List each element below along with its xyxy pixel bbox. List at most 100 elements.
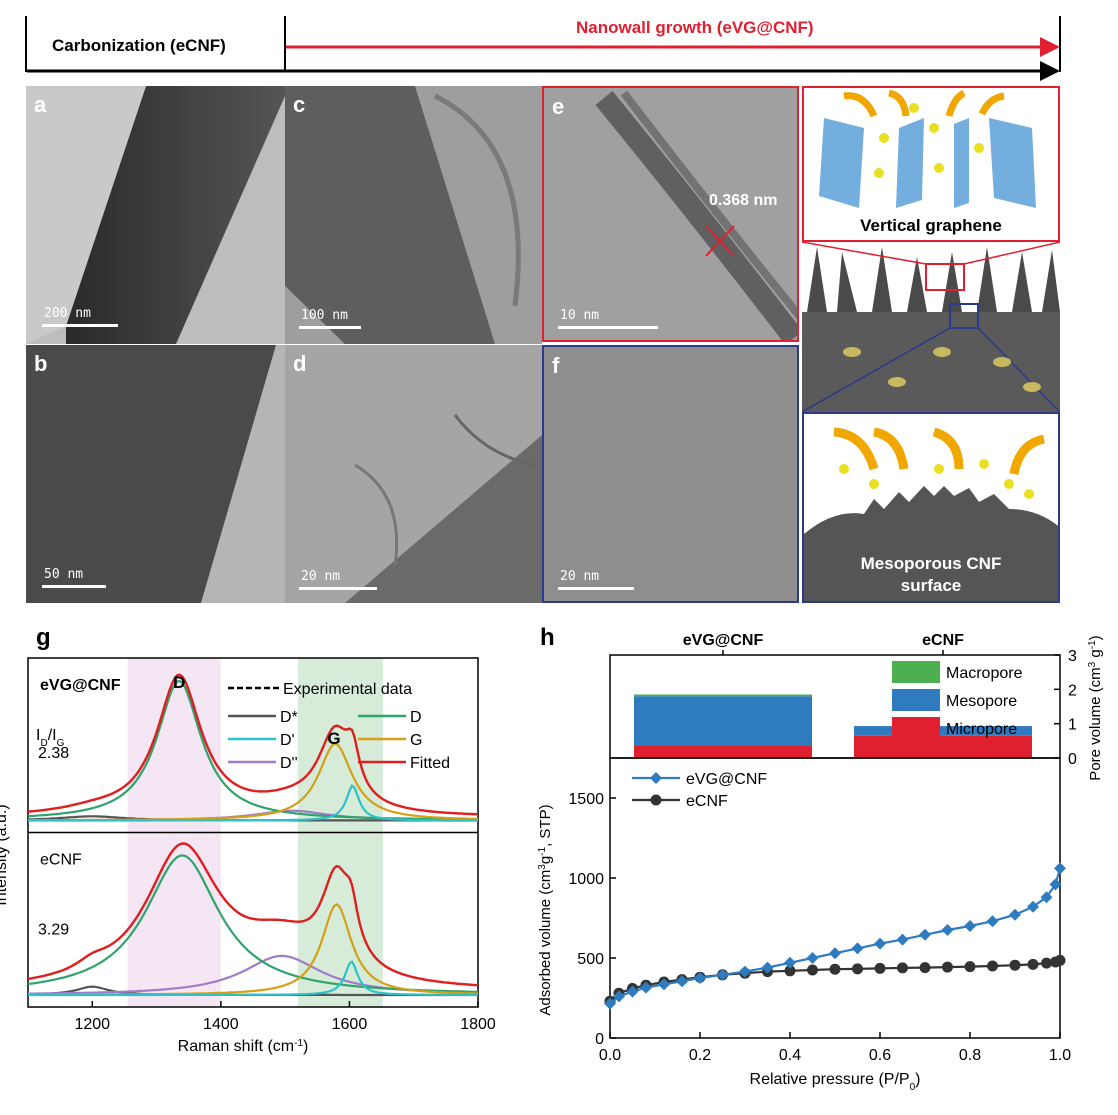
legend-label-D: D: [410, 709, 422, 726]
isotherm-ytick-label-500: 500: [577, 951, 604, 968]
isotherm-line-eVG@CNF: [609, 868, 1062, 1005]
isotherm-ylabel: Adsorbed volume (cm3g-1, STP): [537, 804, 555, 1015]
header-arrows: [25, 16, 1061, 81]
raman-ratio-value-0: 2.38: [38, 745, 69, 762]
bar-legend-label-Mesopore: Mesopore: [946, 693, 1017, 710]
legend-label-D'': D'': [280, 755, 298, 772]
isotherm-ytick-label-1000: 1000: [568, 871, 604, 888]
bar-eVG@CNF-Macropore: [634, 694, 812, 697]
bar-legend-swatch-Micropore: [892, 717, 940, 739]
isotherm-point-eVG@CNF-15: [896, 933, 909, 946]
isotherm-point-eVG@CNF-14: [874, 937, 886, 950]
timeline-arrowhead: [1040, 61, 1060, 81]
tem-panel-e: e 0.368 nm 10 nm: [542, 86, 799, 342]
bar-legend-swatch-Mesopore: [892, 689, 940, 711]
raman-peak-eVG@CNF-D': [28, 784, 478, 822]
legend-label-experimental: Experimental data: [283, 681, 412, 698]
raman-peak-label-D: D: [173, 673, 185, 692]
isotherm-point-eVG@CNF-3: [640, 981, 652, 994]
bar-legend-label-Macropore: Macropore: [946, 665, 1023, 682]
isotherm-point-eVG@CNF-22: [1040, 891, 1053, 904]
pore-isotherm-chart: eVG@CNF eCNF 0 1 2 3 Pore volume (cm3 g-1) Macr…: [537, 632, 1105, 1093]
isotherm-point-eCNF-10: [784, 965, 796, 977]
isotherm-point-eVG@CNF-20: [1009, 908, 1021, 921]
tem-panel-b: b 50 nm: [26, 345, 285, 603]
tem-panel-d: d 20 nm: [285, 345, 542, 603]
isotherm-point-eVG@CNF-13: [851, 942, 864, 955]
panel-label-h: h: [540, 624, 555, 651]
raman-sample-label-0: eVG@CNF: [40, 677, 121, 694]
nanowall-growth-label: Nanowall growth (eVG@CNF): [576, 18, 814, 37]
scale-bar-b: [42, 585, 106, 588]
scale-bar-a: [42, 324, 118, 327]
isotherm-point-eCNF-16: [919, 962, 931, 974]
isotherm-ytick-label-1500: 1500: [568, 791, 604, 808]
isotherm-point-eCNF-22: [1041, 957, 1052, 969]
isotherm-point-eCNF-17: [942, 961, 953, 973]
scale-text-e: 10 nm: [560, 308, 600, 323]
panel-label-g: g: [36, 624, 51, 651]
isotherm-point-eVG@CNF-23: [1049, 878, 1062, 891]
isotherm-xtick-label-0: 0.0: [599, 1047, 621, 1064]
schematic-cnf-cross-section: [802, 242, 1060, 412]
raman-sample-label-1: eCNF: [40, 852, 82, 869]
carbonization-label: Carbonization (eCNF): [52, 36, 226, 55]
raman-peak-eCNF-D': [28, 960, 478, 997]
bar-ytick-label-0: 0: [1068, 751, 1077, 768]
bar-eCNF-Micropore: [854, 735, 1032, 758]
isotherm-point-eCNF-20: [1009, 959, 1021, 971]
isotherm-point-eCNF-18: [964, 961, 976, 973]
isotherm-legend-label-eCNF: eCNF: [686, 793, 728, 810]
tem-panel-c: c 100 nm: [285, 86, 542, 344]
scale-bar-c: [299, 326, 361, 329]
isotherm-point-eCNF-15: [897, 962, 908, 974]
isotherm-point-eVG@CNF-8: [739, 965, 751, 978]
isotherm-point-eVG@CNF-6: [694, 972, 706, 984]
scale-bar-d: [299, 587, 377, 590]
panel-label-c: c: [293, 92, 306, 117]
panel-label-a: a: [34, 92, 47, 117]
isotherm-legend-label-eVG@CNF: eVG@CNF: [686, 771, 767, 788]
scale-text-f: 20 nm: [560, 569, 600, 584]
growth-arrowhead: [1040, 37, 1060, 57]
raman-fitted-eVG@CNF: [27, 673, 479, 816]
raman-peak-label-G: G: [327, 729, 340, 748]
isotherm-point-eVG@CNF-18: [964, 920, 976, 932]
isotherm-point-eVG@CNF-24: [1054, 862, 1066, 875]
bar-legend-swatch-Macropore: [892, 661, 940, 683]
bar-category-label-0: eVG@CNF: [683, 632, 764, 649]
lattice-spacing-label: 0.368 nm: [709, 192, 778, 209]
panel-label-b: b: [34, 351, 48, 376]
raman-peak-eVG@CNF-D: [27, 679, 478, 821]
isotherm-point-eVG@CNF-4: [658, 978, 670, 991]
panel-label-d: d: [293, 351, 307, 376]
isotherm-frame: [609, 757, 1061, 1039]
isotherm-point-eVG@CNF-1: [613, 990, 625, 1003]
isotherm-xtick-label-1: 1.0: [1049, 1047, 1071, 1064]
legend-label-G: G: [410, 732, 422, 749]
bar-ytick-label-2: 2: [1068, 682, 1077, 699]
raman-experimental-eCNF: [27, 842, 479, 987]
legend-label-D': D': [280, 732, 295, 749]
scale-bar-e: [558, 326, 658, 329]
mesoporous-caption-line1: Mesoporous CNF: [860, 554, 1002, 573]
isotherm-point-eVG@CNF-9: [761, 961, 774, 974]
isotherm-point-eVG@CNF-12: [829, 947, 841, 960]
isotherm-point-eVG@CNF-10: [784, 956, 796, 969]
isotherm-ytick-label-0: 0: [595, 1031, 604, 1048]
isotherm-point-eVG@CNF-21: [1027, 900, 1039, 913]
panel-label-f: f: [552, 353, 560, 378]
bar-category-label-1: eCNF: [922, 632, 964, 649]
isotherm-point-eVG@CNF-11: [806, 952, 819, 964]
tem-panel-f: f 20 nm: [542, 345, 799, 603]
isotherm-point-eVG@CNF-2: [626, 985, 639, 998]
raman-fitted-eCNF: [27, 842, 479, 987]
raman-ratio-label: ID/IG: [36, 727, 65, 749]
scale-text-a: 200 nm: [44, 306, 91, 321]
scale-bar-f: [558, 587, 634, 590]
legend-label-D*: D*: [280, 709, 298, 726]
scale-text-c: 100 nm: [301, 308, 348, 323]
scale-text-d: 20 nm: [301, 569, 341, 584]
raman-xtick-label-1200: 1200: [74, 1016, 110, 1033]
isotherm-point-eCNF-13: [852, 963, 863, 975]
